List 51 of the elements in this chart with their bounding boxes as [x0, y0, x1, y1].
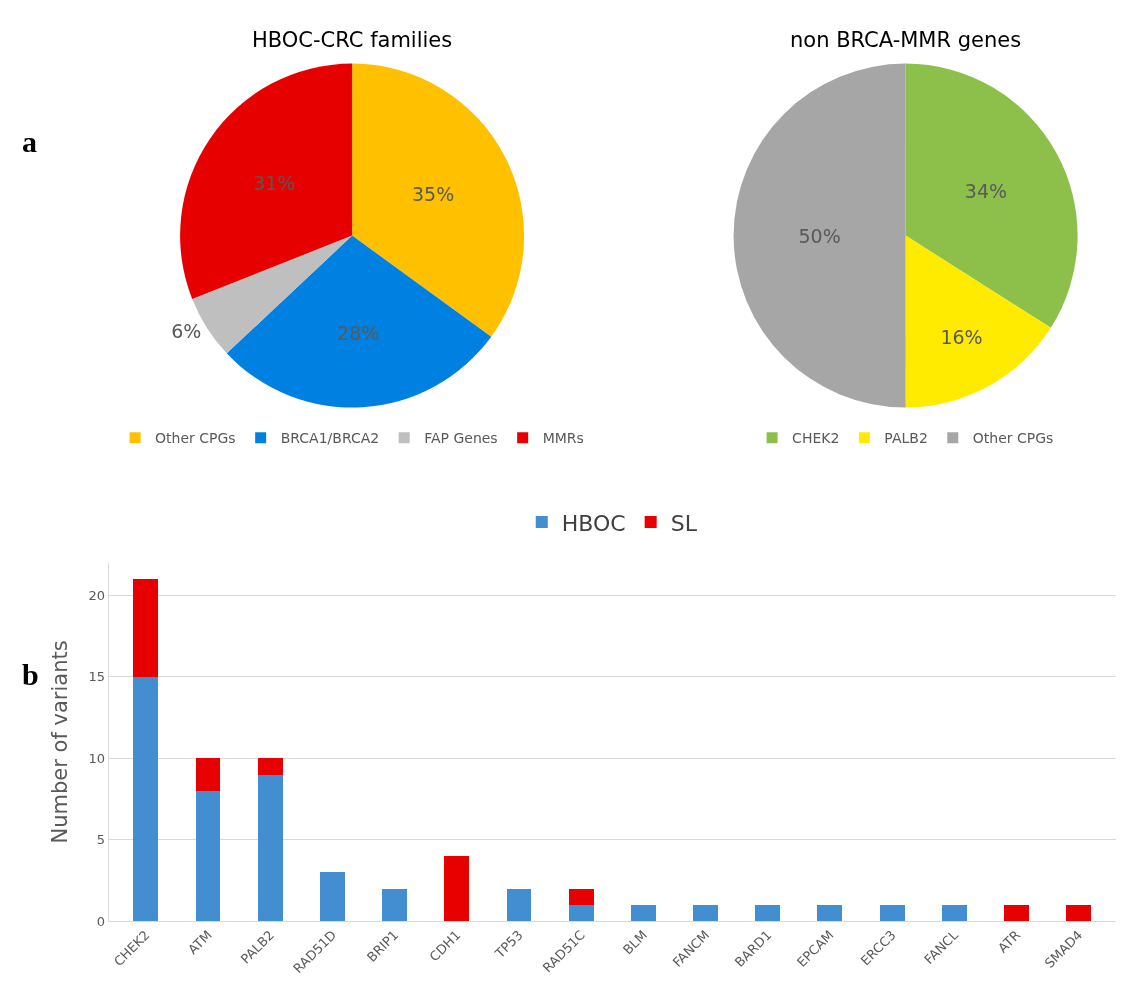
- text: a: [22, 125, 37, 158]
- bar: [506, 888, 532, 922]
- y-tick-label: 0: [96, 913, 105, 929]
- data-label: 50%: [798, 224, 841, 247]
- y-tick-label: 20: [88, 587, 105, 603]
- data-label: 34%: [964, 180, 1008, 203]
- bar: [257, 774, 283, 922]
- bar: [630, 904, 656, 922]
- data-label: 6%: [171, 319, 202, 342]
- legend-label: PALB2: [884, 430, 928, 447]
- pie-slice: [226, 235, 492, 408]
- bar: [693, 904, 718, 922]
- bar: [195, 790, 221, 922]
- legend-label: BRCA1/BRCA2: [280, 430, 380, 447]
- bar: [941, 904, 967, 922]
- pie-slice: [733, 63, 906, 408]
- bar: [133, 676, 159, 922]
- legend-label: Other CPGs: [972, 430, 1054, 447]
- pie-slice: [905, 235, 1051, 408]
- bar: [1066, 904, 1092, 922]
- legend-label: SL: [670, 510, 698, 536]
- bar: [319, 872, 345, 922]
- data-label: 31%: [253, 171, 296, 194]
- bar: [444, 855, 470, 922]
- bar: [382, 888, 408, 922]
- legend-label: CHEK2: [792, 430, 840, 447]
- bar: [755, 904, 781, 922]
- y-tick-label: 10: [88, 750, 105, 766]
- bar: [568, 888, 594, 905]
- bar: [257, 758, 283, 775]
- legend-label: FAP Genes: [424, 430, 498, 447]
- data-label: 28%: [337, 321, 380, 344]
- bar: [1004, 904, 1029, 922]
- data-label: 35%: [412, 183, 455, 206]
- y-tick-label: 5: [96, 832, 105, 848]
- bar: [817, 904, 843, 922]
- y-axis-title: Number of variants: [47, 640, 72, 844]
- bar: [195, 758, 221, 791]
- chart-title: HBOC-CRC families: [252, 28, 453, 52]
- data-label: 16%: [940, 326, 983, 349]
- bar: [568, 904, 594, 922]
- pie-slice: [905, 63, 1078, 328]
- chart-title: non BRCA-MMR genes: [790, 28, 1022, 52]
- bar: [133, 578, 159, 677]
- legend-label: Other CPGs: [155, 430, 236, 447]
- pie-slice: [180, 63, 353, 299]
- y-tick-label: 15: [88, 669, 105, 685]
- legend-label: HBOC: [561, 510, 626, 536]
- text: b: [22, 658, 39, 691]
- bar: [879, 904, 905, 922]
- legend-label: MMRs: [542, 430, 584, 447]
